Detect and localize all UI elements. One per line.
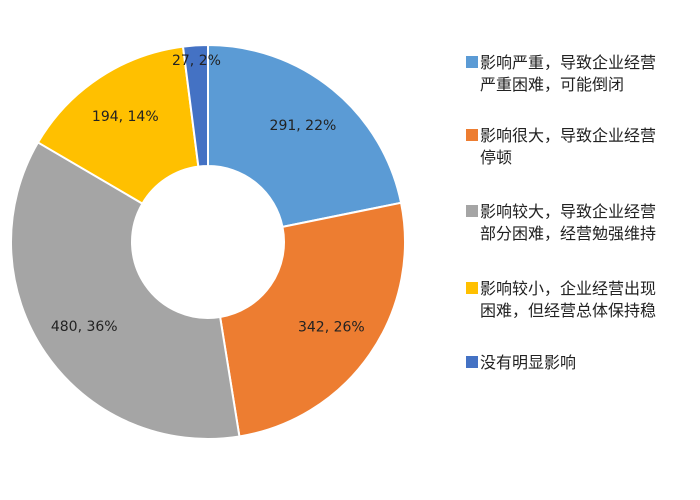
legend-label-very-large: 影响很大，导致企业经营 停顿 (480, 126, 657, 167)
slice-small (36, 45, 200, 205)
data-label-small: 194, 14% (92, 109, 159, 125)
legend-swatch-large (466, 205, 478, 217)
data-labels-group: 291, 22% 342, 26% 480, 36% 194, 14% 27, 2% (51, 53, 365, 335)
data-label-large: 480, 36% (51, 319, 118, 335)
data-label-none: 27, 2% (172, 53, 221, 69)
legend-label-small: 影响较小，企业经营出现 困难，但经营总体保持稳 (480, 279, 657, 320)
donut-chart: 291, 22% 342, 26% 480, 36% 194, 14% 27, 2% (10, 43, 406, 440)
data-label-severe: 291, 22% (270, 118, 337, 134)
legend-label-severe: 影响严重，导致企业经营 严重困难，可能倒闭 (480, 53, 657, 94)
legend-swatch-small (466, 282, 478, 294)
slice-none (181, 43, 209, 168)
legend: 影响严重，导致企业经营 严重困难，可能倒闭 影响很大，导致企业经营 停顿 影响较… (466, 52, 700, 382)
slice-large (10, 141, 241, 440)
legend-label-none: 没有明显影响 (480, 353, 577, 372)
legend-swatch-severe (466, 56, 478, 68)
legend-swatch-very-large (466, 129, 478, 141)
data-label-very-large: 342, 26% (298, 319, 365, 335)
legend-swatch-none (466, 356, 478, 368)
slice-very-large (218, 201, 406, 438)
slices-group (10, 43, 406, 440)
legend-label-large: 影响较大，导致企业经营 部分困难，经营勉强维持 (480, 202, 657, 243)
slice-severe (207, 43, 403, 229)
